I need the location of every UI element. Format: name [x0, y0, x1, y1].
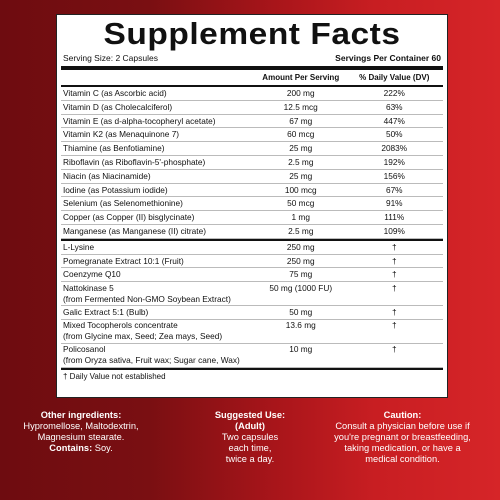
table-row: Riboflavin (as Riboflavin-5'-phosphate) 2… — [61, 156, 443, 170]
table-row: Thiamine (as Benfotiamine) 25 mg 2083% — [61, 142, 443, 156]
suggested-use: Suggested Use: (Adult) Two capsules each… — [214, 410, 286, 464]
table-row: Mixed Tocopherols concentrate (from Glyci… — [61, 320, 443, 344]
servings-per-container: Servings Per Container 60 — [335, 53, 441, 63]
table-row: Nattokinase 5 (from Fermented Non-GMO Soy… — [61, 282, 443, 307]
amount-header: Amount Per Serving — [262, 73, 340, 82]
serving-size: Serving Size: 2 Capsules — [63, 53, 158, 63]
table-row: Policosanol (from Oryza sativa, Fruit wax… — [61, 344, 443, 368]
panel-title: Supplement Facts — [103, 16, 401, 51]
other-rows: L-Lysine 250 mg † Pomegranate Extract 10:1… — [61, 241, 443, 368]
footnote: † Daily Value not established — [61, 367, 443, 384]
table-row: Iodine (as Potassium iodide) 100 mcg 67% — [61, 184, 443, 198]
serving-info: Serving Size: 2 Capsules Servings Per Co… — [61, 51, 443, 70]
dv-header: % Daily Value (DV) — [359, 73, 430, 82]
table-row: Selenium (as Selenomethionine) 50 mcg 91% — [61, 197, 443, 212]
table-row: Pomegranate Extract 10:1 (Fruit) 250 mg † — [61, 255, 443, 269]
vitamin-rows: Vitamin C (as Ascorbic acid) 200 mg 222% V… — [61, 87, 443, 239]
table-row: Vitamin C (as Ascorbic acid) 200 mg 222% — [61, 87, 443, 101]
table-row: L-Lysine 250 mg † — [61, 241, 443, 255]
table-row: Galic Extract 5:1 (Bulb) 50 mg † — [61, 306, 443, 320]
table-row: Vitamin D (as Cholecalciferol) 12.5 mcg 63… — [61, 101, 443, 115]
table-row: Manganese (as Manganese (II) citrate) 2.5… — [61, 225, 443, 239]
table-row: Vitamin K2 (as Menaquinone 7) 60 mcg 50% — [61, 128, 443, 143]
column-header: Amount Per Serving % Daily Value (DV) — [61, 70, 443, 87]
caution: Caution: Consult a physician before use … — [334, 410, 471, 464]
other-ingredients: Other ingredients: Hypromellose, Maltode… — [23, 410, 139, 453]
table-row: Copper (as Copper (II) bisglycinate) 1 mg… — [61, 211, 443, 225]
supplement-facts-panel: Supplement Facts Serving Size: 2 Capsule… — [56, 14, 448, 398]
section-divider — [61, 238, 443, 241]
table-row: Niacin (as Niacinamide) 25 mg 156% — [61, 170, 443, 184]
table-row: Coenzyme Q10 75 mg † — [61, 268, 443, 283]
table-row: Vitamin E (as d-alpha-tocopheryl acetate… — [61, 115, 443, 129]
